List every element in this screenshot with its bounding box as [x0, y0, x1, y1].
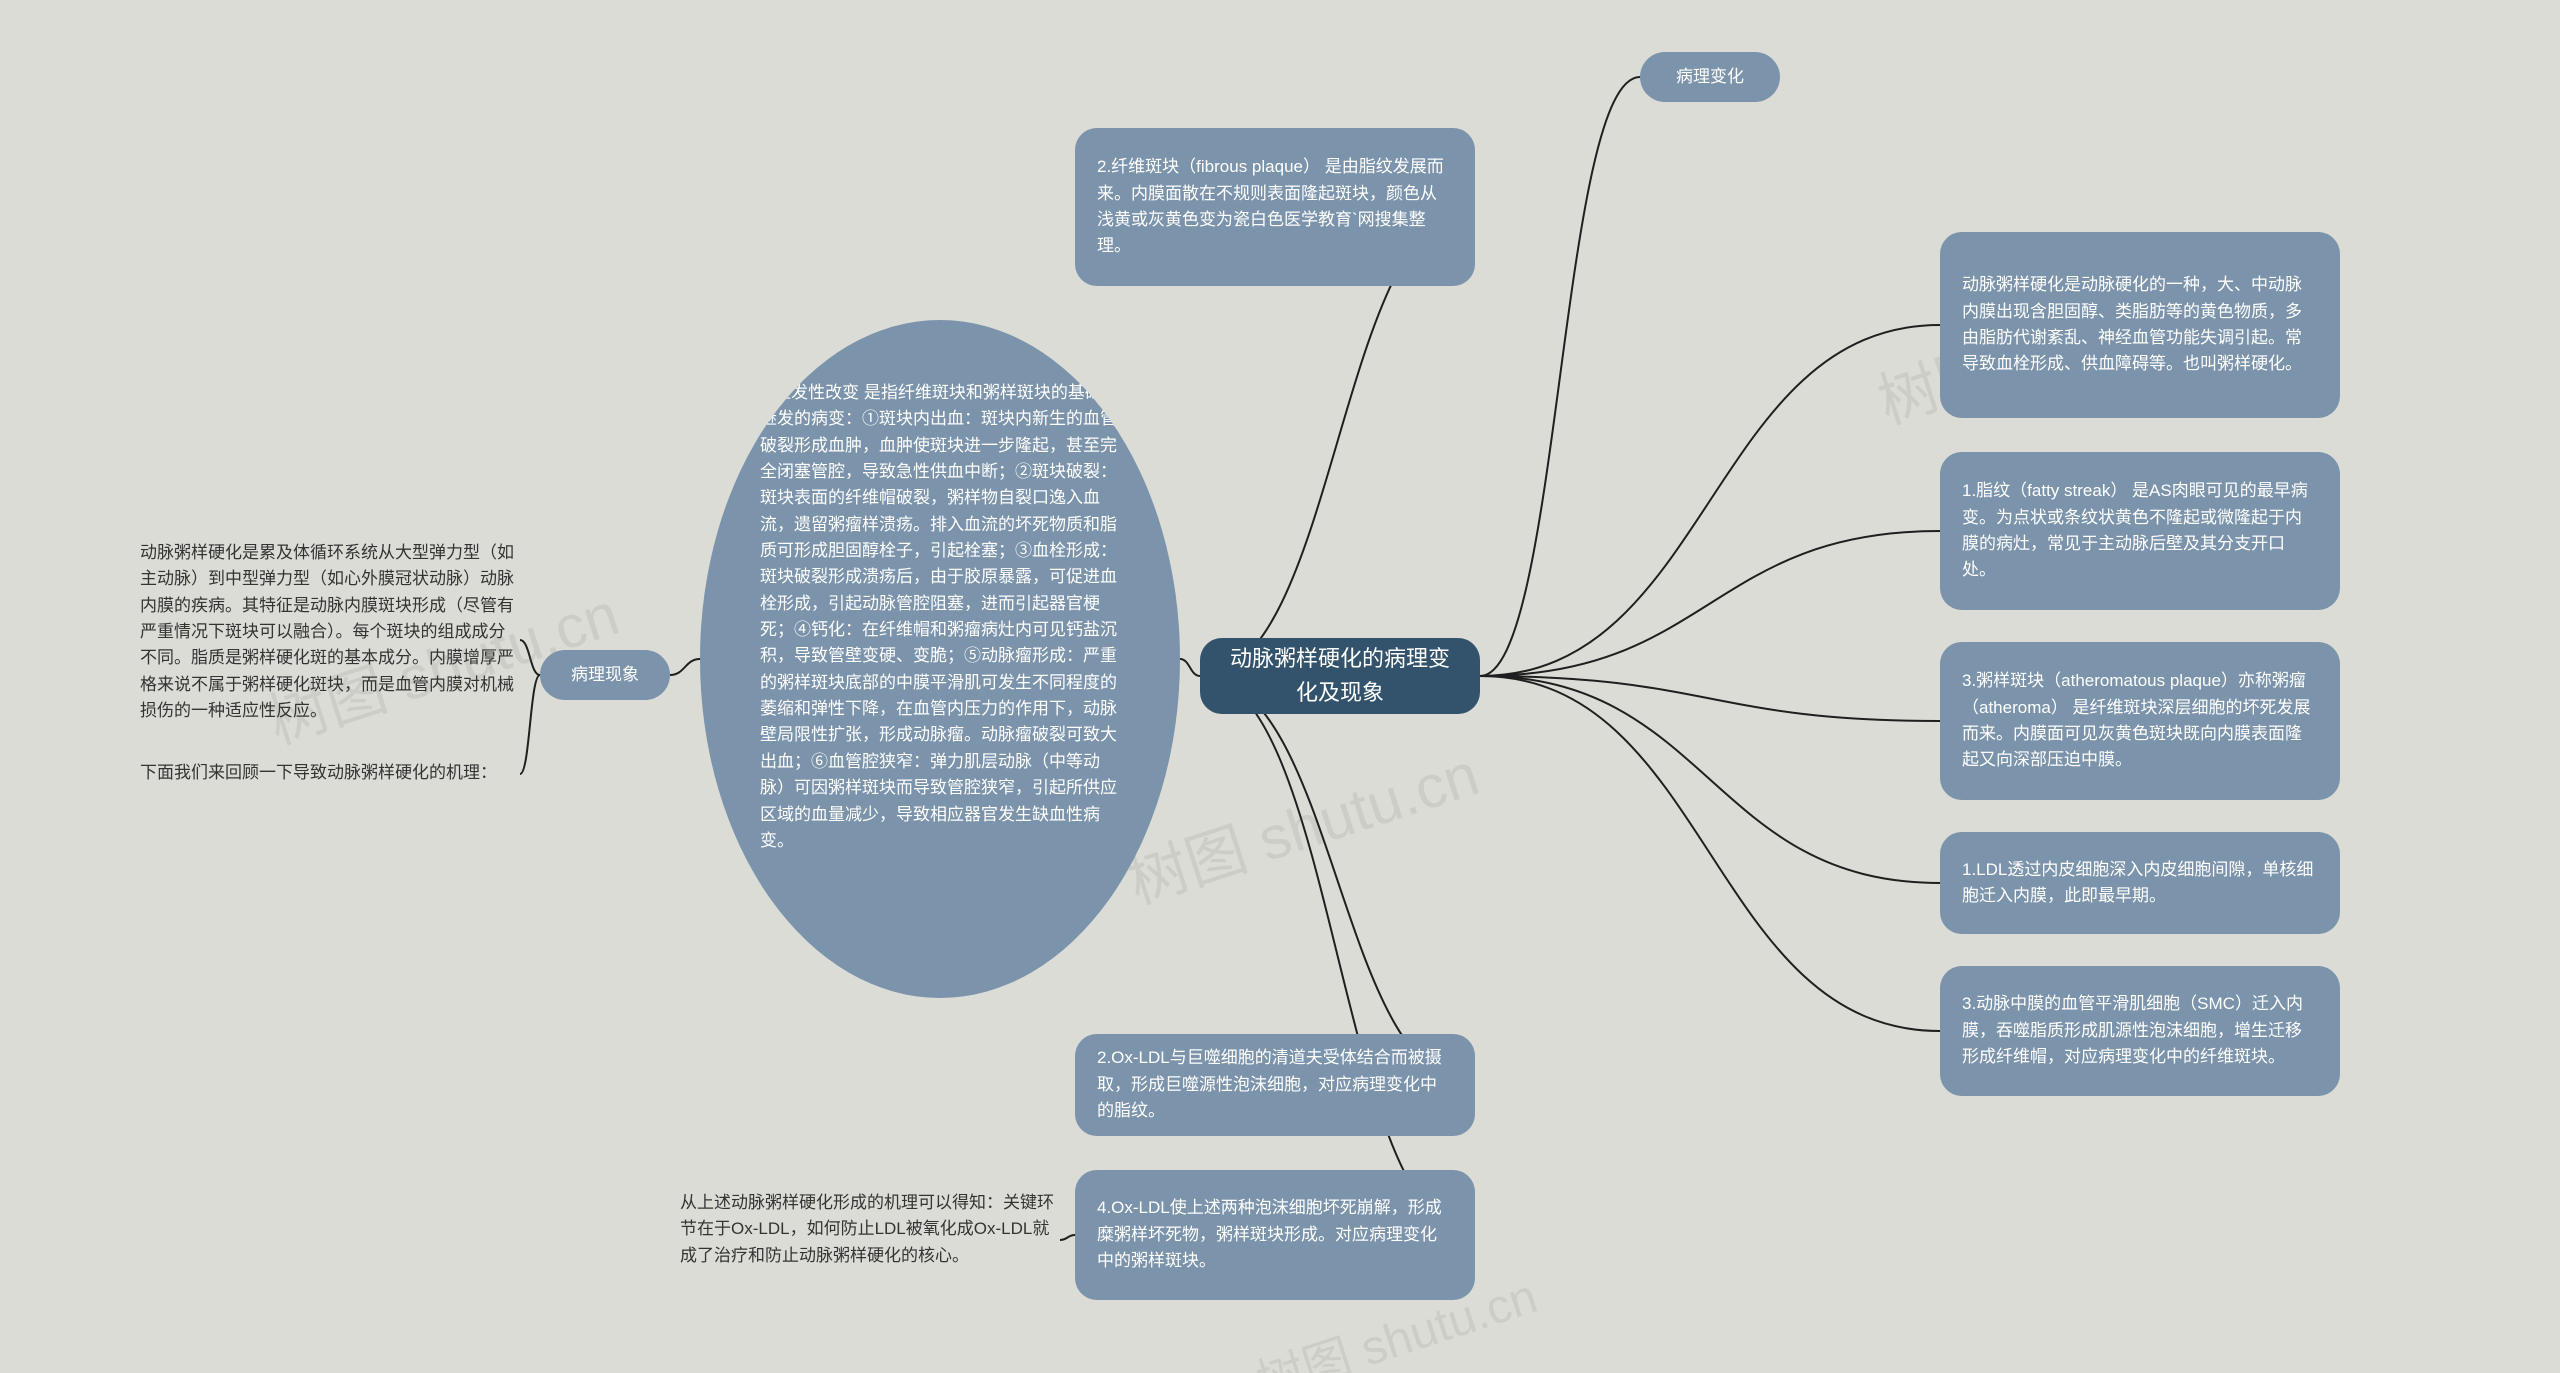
- node-label: 1.LDL透过内皮细胞深入内皮细胞间隙，单核细胞迁入内膜，此即最早期。: [1962, 857, 2318, 910]
- center-node[interactable]: 动脉粥样硬化的病理变化及现象: [1200, 638, 1480, 714]
- node-label: 1.脂纹（fatty streak） 是AS肉眼可见的最早病变。为点状或条纹状黄…: [1962, 478, 2318, 583]
- edge: [1060, 1235, 1075, 1240]
- node-label: 4.继发性改变 是指纤维斑块和粥样斑块的基础上继发的病变：①斑块内出血：斑块内新…: [760, 380, 1120, 854]
- right-node[interactable]: 动脉粥样硬化是动脉硬化的一种，大、中动脉内膜出现含胆固醇、类脂肪等的黄色物质，多…: [1940, 232, 2340, 418]
- right-node[interactable]: 3.动脉中膜的血管平滑肌细胞（SMC）迁入内膜，吞噬脂质形成肌源性泡沫细胞，增生…: [1940, 966, 2340, 1096]
- node-label: 3.动脉中膜的血管平滑肌细胞（SMC）迁入内膜，吞噬脂质形成肌源性泡沫细胞，增生…: [1962, 991, 2318, 1070]
- left-node[interactable]: 2.纤维斑块（fibrous plaque） 是由脂纹发展而来。内膜面散在不规则…: [1075, 128, 1475, 286]
- right-node[interactable]: 3.粥样斑块（atheromatous plaque）亦称粥瘤（atheroma…: [1940, 642, 2340, 800]
- edge: [520, 640, 540, 675]
- node-label: 动脉粥样硬化是动脉硬化的一种，大、中动脉内膜出现含胆固醇、类脂肪等的黄色物质，多…: [1962, 272, 2318, 377]
- right-node[interactable]: 病理变化: [1640, 52, 1780, 102]
- edge: [1180, 659, 1200, 676]
- edge: [1480, 676, 1940, 883]
- mindmap-canvas: 树图 shutu.cn 树图 shutu.cn 树图 shutu.cn 树图 s…: [0, 0, 2560, 1373]
- edge: [1200, 676, 1475, 1235]
- edge: [520, 675, 540, 774]
- plain-text-node: 动脉粥样硬化是累及体循环系统从大型弹力型（如主动脉）到中型弹力型（如心外膜冠状动…: [140, 540, 520, 724]
- watermark: 树图 shutu.cn: [1115, 726, 1488, 921]
- edge: [1480, 676, 1940, 721]
- node-label: 4.Ox-LDL使上述两种泡沫细胞坏死崩解，形成糜粥样坏死物，粥样斑块形成。对应…: [1097, 1195, 1453, 1274]
- left-node[interactable]: 2.Ox-LDL与巨噬细胞的清道夫受体结合而被摄取，形成巨噬源性泡沫细胞，对应病…: [1075, 1034, 1475, 1136]
- node-label: 病理现象: [571, 662, 639, 688]
- edge: [1200, 676, 1475, 1085]
- plain-text-node: 从上述动脉粥样硬化形成的机理可以得知：关键环节在于Ox-LDL，如何防止LDL被…: [680, 1190, 1060, 1269]
- right-node[interactable]: 1.LDL透过内皮细胞深入内皮细胞间隙，单核细胞迁入内膜，此即最早期。: [1940, 832, 2340, 934]
- pill-node[interactable]: 病理现象: [540, 650, 670, 700]
- node-label: 2.Ox-LDL与巨噬细胞的清道夫受体结合而被摄取，形成巨噬源性泡沫细胞，对应病…: [1097, 1045, 1453, 1124]
- left-node[interactable]: 4.Ox-LDL使上述两种泡沫细胞坏死崩解，形成糜粥样坏死物，粥样斑块形成。对应…: [1075, 1170, 1475, 1300]
- node-label: 病理变化: [1676, 64, 1744, 90]
- big-ellipse-node[interactable]: 4.继发性改变 是指纤维斑块和粥样斑块的基础上继发的病变：①斑块内出血：斑块内新…: [700, 320, 1180, 998]
- node-label: 2.纤维斑块（fibrous plaque） 是由脂纹发展而来。内膜面散在不规则…: [1097, 154, 1453, 259]
- right-node[interactable]: 1.脂纹（fatty streak） 是AS肉眼可见的最早病变。为点状或条纹状黄…: [1940, 452, 2340, 610]
- node-label: 动脉粥样硬化的病理变化及现象: [1222, 642, 1458, 710]
- edge: [670, 659, 700, 675]
- edge: [1480, 325, 1940, 676]
- edge: [1480, 531, 1940, 676]
- node-label: 3.粥样斑块（atheromatous plaque）亦称粥瘤（atheroma…: [1962, 668, 2318, 773]
- edge: [1480, 77, 1640, 676]
- edge: [1480, 676, 1940, 1031]
- plain-text-node: 下面我们来回顾一下导致动脉粥样硬化的机理：: [140, 760, 520, 786]
